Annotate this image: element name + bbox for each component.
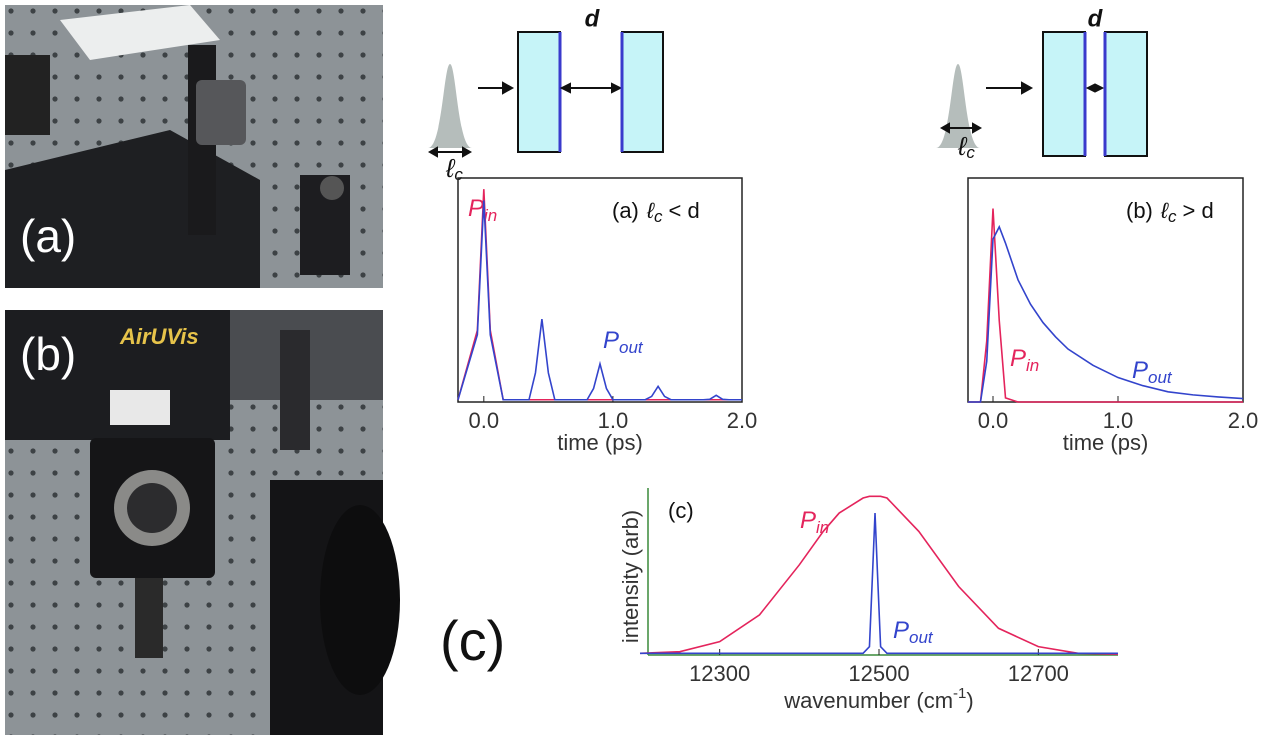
panel-label: (c) [668,498,694,523]
chart: 12300 12500 12700 wavenumber (cm-1) intensit… [618,488,1119,713]
series-name: P [468,195,484,222]
coherence-label: ℓc [957,131,975,163]
series-name: P [893,617,909,644]
series-label: Pin [1010,345,1039,375]
data-line [457,200,742,401]
x-tick-label: 12300 [689,661,750,686]
series-name: P [603,327,619,354]
photo-label: (a) [20,210,76,262]
panel-symbol: ℓ [646,198,655,223]
diagram-a: d ℓc [427,5,664,185]
y-axis-label: intensity (arb) [618,510,643,643]
x-tick-label: 2.0 [727,408,758,433]
panel-relation: > d [1183,198,1214,223]
photo-a: (a) [5,5,383,288]
panel-text: (c) [668,498,694,523]
series-label: Pout [893,617,934,647]
label-text: ) [966,688,973,713]
series-subscript: in [1026,356,1039,375]
series-label: Pin [468,195,497,225]
series-subscript: out [619,338,644,357]
series-name: P [800,507,816,534]
x-axis-label: time (ps) [557,430,643,455]
x-tick-label: 0.0 [469,408,500,433]
plot-frame [457,177,743,403]
figure-label: (c) [440,609,505,672]
distance-label: d [585,5,601,32]
series-label: Pin [800,507,829,537]
panel-relation: < d [669,198,700,223]
panel-subscript: c [654,207,663,226]
x-axis-label: time (ps) [1063,430,1149,455]
series-subscript: in [484,206,497,225]
panel-symbol: ℓ [1160,198,1169,223]
subscript: c [966,143,975,162]
x-tick-label: 1.0 [1103,408,1134,433]
series-subscript: in [816,518,829,537]
data-line [968,224,1244,403]
distance-label: d [1088,5,1104,32]
series-name: P [1132,357,1148,384]
panel-text: (a) [612,198,639,223]
coherence-label: ℓc [445,153,463,185]
x-tick-label: 2.0 [1228,408,1259,433]
series-label: Pout [603,327,644,357]
panel-label: (a) ℓc < d [612,198,700,227]
subscript: c [454,165,463,184]
diagram-b: d ℓc [936,5,1148,163]
panel-text: (b) [1126,198,1153,223]
label-text: wavenumber (cm [783,688,953,713]
data-line [640,513,1118,655]
series-subscript: out [909,628,934,647]
panel-label: (b) ℓc > d [1126,198,1214,227]
symbol: ℓ [445,153,456,183]
photo-brand: AirUVis [119,324,199,349]
series-name: P [1010,345,1026,372]
x-tick-label: 0.0 [978,408,1009,433]
photo-label: (b) [20,328,76,380]
data-line [968,208,1243,403]
symbol: ℓ [957,131,968,161]
series-subscript: out [1148,368,1173,387]
x-axis-label: wavenumber (cm-1) [783,685,973,713]
x-tick-label: 12700 [1008,661,1069,686]
series-label: Pout [1132,357,1173,387]
data-line [639,495,1119,655]
panel-subscript: c [1168,207,1177,226]
x-tick-label: 1.0 [598,408,629,433]
superscript: -1 [953,685,966,702]
x-tick-label: 12500 [848,661,909,686]
photo-b: AirUVis (b) [5,310,400,735]
